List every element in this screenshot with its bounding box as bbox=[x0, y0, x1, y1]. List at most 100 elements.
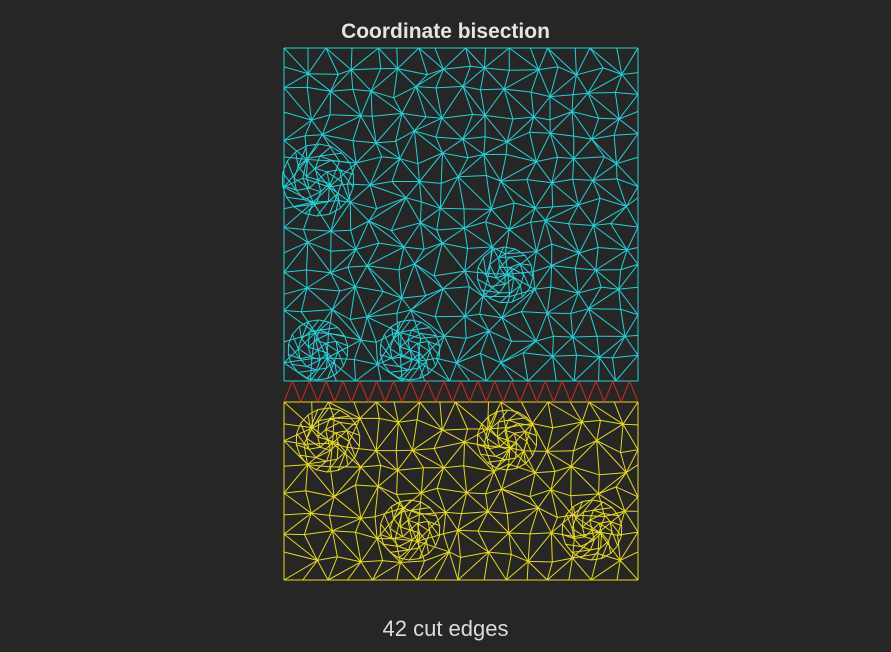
upper-mesh-edge bbox=[380, 343, 393, 359]
upper-mesh-edge bbox=[315, 191, 322, 205]
upper-mesh-edge bbox=[572, 92, 588, 96]
lower-mesh-edge bbox=[599, 531, 618, 536]
upper-mesh-edge bbox=[295, 145, 307, 153]
upper-mesh-edge bbox=[578, 286, 602, 294]
lower-mesh-edge bbox=[598, 516, 606, 533]
upper-mesh-edge bbox=[479, 353, 487, 382]
lower-mesh-edge bbox=[329, 415, 350, 420]
upper-mesh-edge bbox=[310, 349, 319, 358]
lower-mesh-edge bbox=[505, 449, 510, 461]
lower-mesh-edge bbox=[417, 540, 450, 553]
upper-mesh-edge bbox=[435, 358, 451, 382]
lower-mesh-edge bbox=[619, 531, 639, 561]
upper-mesh-edge bbox=[297, 371, 308, 379]
lower-mesh-edge bbox=[393, 518, 401, 528]
lower-mesh-edge bbox=[307, 464, 331, 468]
upper-mesh-edge bbox=[571, 111, 593, 140]
upper-mesh-edge bbox=[482, 257, 487, 276]
lower-mesh-edge bbox=[455, 401, 489, 430]
upper-mesh-edge bbox=[491, 229, 510, 248]
upper-mesh-edge bbox=[397, 47, 420, 69]
upper-mesh-edge bbox=[327, 373, 337, 379]
upper-mesh-edge bbox=[291, 334, 299, 349]
lower-mesh-edge bbox=[526, 561, 529, 581]
upper-mesh-edge bbox=[400, 319, 411, 322]
upper-mesh-edge bbox=[591, 138, 617, 165]
upper-mesh-edge bbox=[462, 115, 486, 140]
upper-mesh-edge bbox=[551, 158, 575, 184]
lower-mesh-edge bbox=[375, 450, 382, 466]
lower-mesh-edge bbox=[395, 450, 398, 471]
upper-mesh-edge bbox=[369, 158, 401, 186]
upper-mesh-edge bbox=[332, 286, 356, 310]
lower-mesh-edge bbox=[511, 553, 529, 562]
lower-mesh-edge bbox=[593, 501, 604, 511]
upper-mesh-edge bbox=[456, 362, 471, 382]
upper-mesh-edge bbox=[303, 202, 314, 230]
upper-mesh-edge bbox=[503, 246, 516, 250]
lower-mesh-edge bbox=[501, 472, 536, 490]
upper-mesh-edge bbox=[317, 179, 322, 192]
upper-mesh-edge bbox=[504, 277, 515, 285]
upper-mesh-edge bbox=[326, 339, 362, 359]
lower-mesh-edge bbox=[355, 532, 362, 562]
upper-mesh-edge bbox=[434, 47, 444, 70]
upper-mesh-edge bbox=[483, 136, 486, 155]
upper-mesh-edge bbox=[574, 252, 580, 269]
upper-mesh-edge bbox=[419, 181, 442, 184]
lower-mesh-edge bbox=[329, 514, 361, 519]
lower-mesh-edge bbox=[427, 520, 440, 527]
upper-mesh-edge bbox=[435, 69, 444, 89]
upper-mesh-edge bbox=[521, 311, 537, 342]
lower-mesh-edge bbox=[303, 513, 312, 535]
upper-mesh-edge bbox=[498, 248, 516, 258]
upper-mesh-edge bbox=[534, 207, 546, 221]
upper-mesh-edge bbox=[428, 365, 436, 374]
lower-mesh-edge bbox=[483, 445, 495, 472]
lower-mesh-edge bbox=[355, 531, 378, 539]
upper-mesh-edge bbox=[521, 311, 548, 314]
lower-mesh-edge bbox=[580, 549, 591, 559]
upper-mesh-edge bbox=[503, 88, 535, 118]
upper-mesh-edge bbox=[501, 311, 522, 319]
lower-mesh-edge bbox=[616, 560, 621, 581]
lower-mesh-edge bbox=[466, 471, 495, 494]
upper-mesh-edge bbox=[546, 292, 579, 314]
lower-mesh-edge bbox=[562, 514, 567, 525]
lower-mesh-edge bbox=[307, 409, 319, 416]
lower-mesh-edge bbox=[499, 446, 510, 451]
upper-mesh-edge bbox=[315, 167, 327, 173]
upper-mesh-edge bbox=[368, 208, 378, 222]
upper-mesh-edge bbox=[330, 272, 356, 288]
upper-mesh-edge bbox=[408, 367, 419, 381]
lower-mesh-edge bbox=[460, 551, 489, 558]
lower-mesh-edge bbox=[325, 421, 341, 431]
lower-mesh-edge bbox=[461, 492, 468, 514]
lower-mesh-edge bbox=[508, 411, 519, 421]
lower-mesh-edge bbox=[506, 468, 517, 471]
upper-mesh-edge bbox=[417, 152, 443, 165]
lower-mesh-edge bbox=[592, 499, 604, 503]
lower-mesh-edge bbox=[537, 507, 552, 534]
lower-mesh-edge bbox=[620, 449, 639, 454]
lower-mesh-edge bbox=[397, 469, 422, 494]
upper-mesh-edge bbox=[618, 263, 639, 290]
lower-mesh-edge bbox=[327, 561, 362, 581]
upper-mesh-edge bbox=[283, 140, 308, 160]
upper-mesh-edge bbox=[420, 333, 429, 342]
upper-mesh-edge bbox=[575, 47, 591, 76]
lower-mesh-edge bbox=[516, 451, 524, 469]
lower-mesh-edge bbox=[546, 450, 572, 467]
cut-edge bbox=[359, 380, 369, 403]
cut-edge bbox=[612, 380, 622, 403]
lower-mesh-edge bbox=[601, 553, 611, 559]
upper-mesh-edge bbox=[549, 111, 573, 121]
lower-mesh-edge bbox=[534, 451, 548, 474]
upper-mesh-edge bbox=[304, 213, 318, 217]
upper-mesh-edge bbox=[285, 196, 295, 208]
upper-mesh-edge bbox=[483, 249, 493, 258]
upper-mesh-edge bbox=[282, 172, 297, 191]
upper-mesh-edge bbox=[293, 206, 306, 214]
upper-mesh-edge bbox=[485, 209, 492, 223]
upper-mesh-edge bbox=[317, 349, 328, 354]
